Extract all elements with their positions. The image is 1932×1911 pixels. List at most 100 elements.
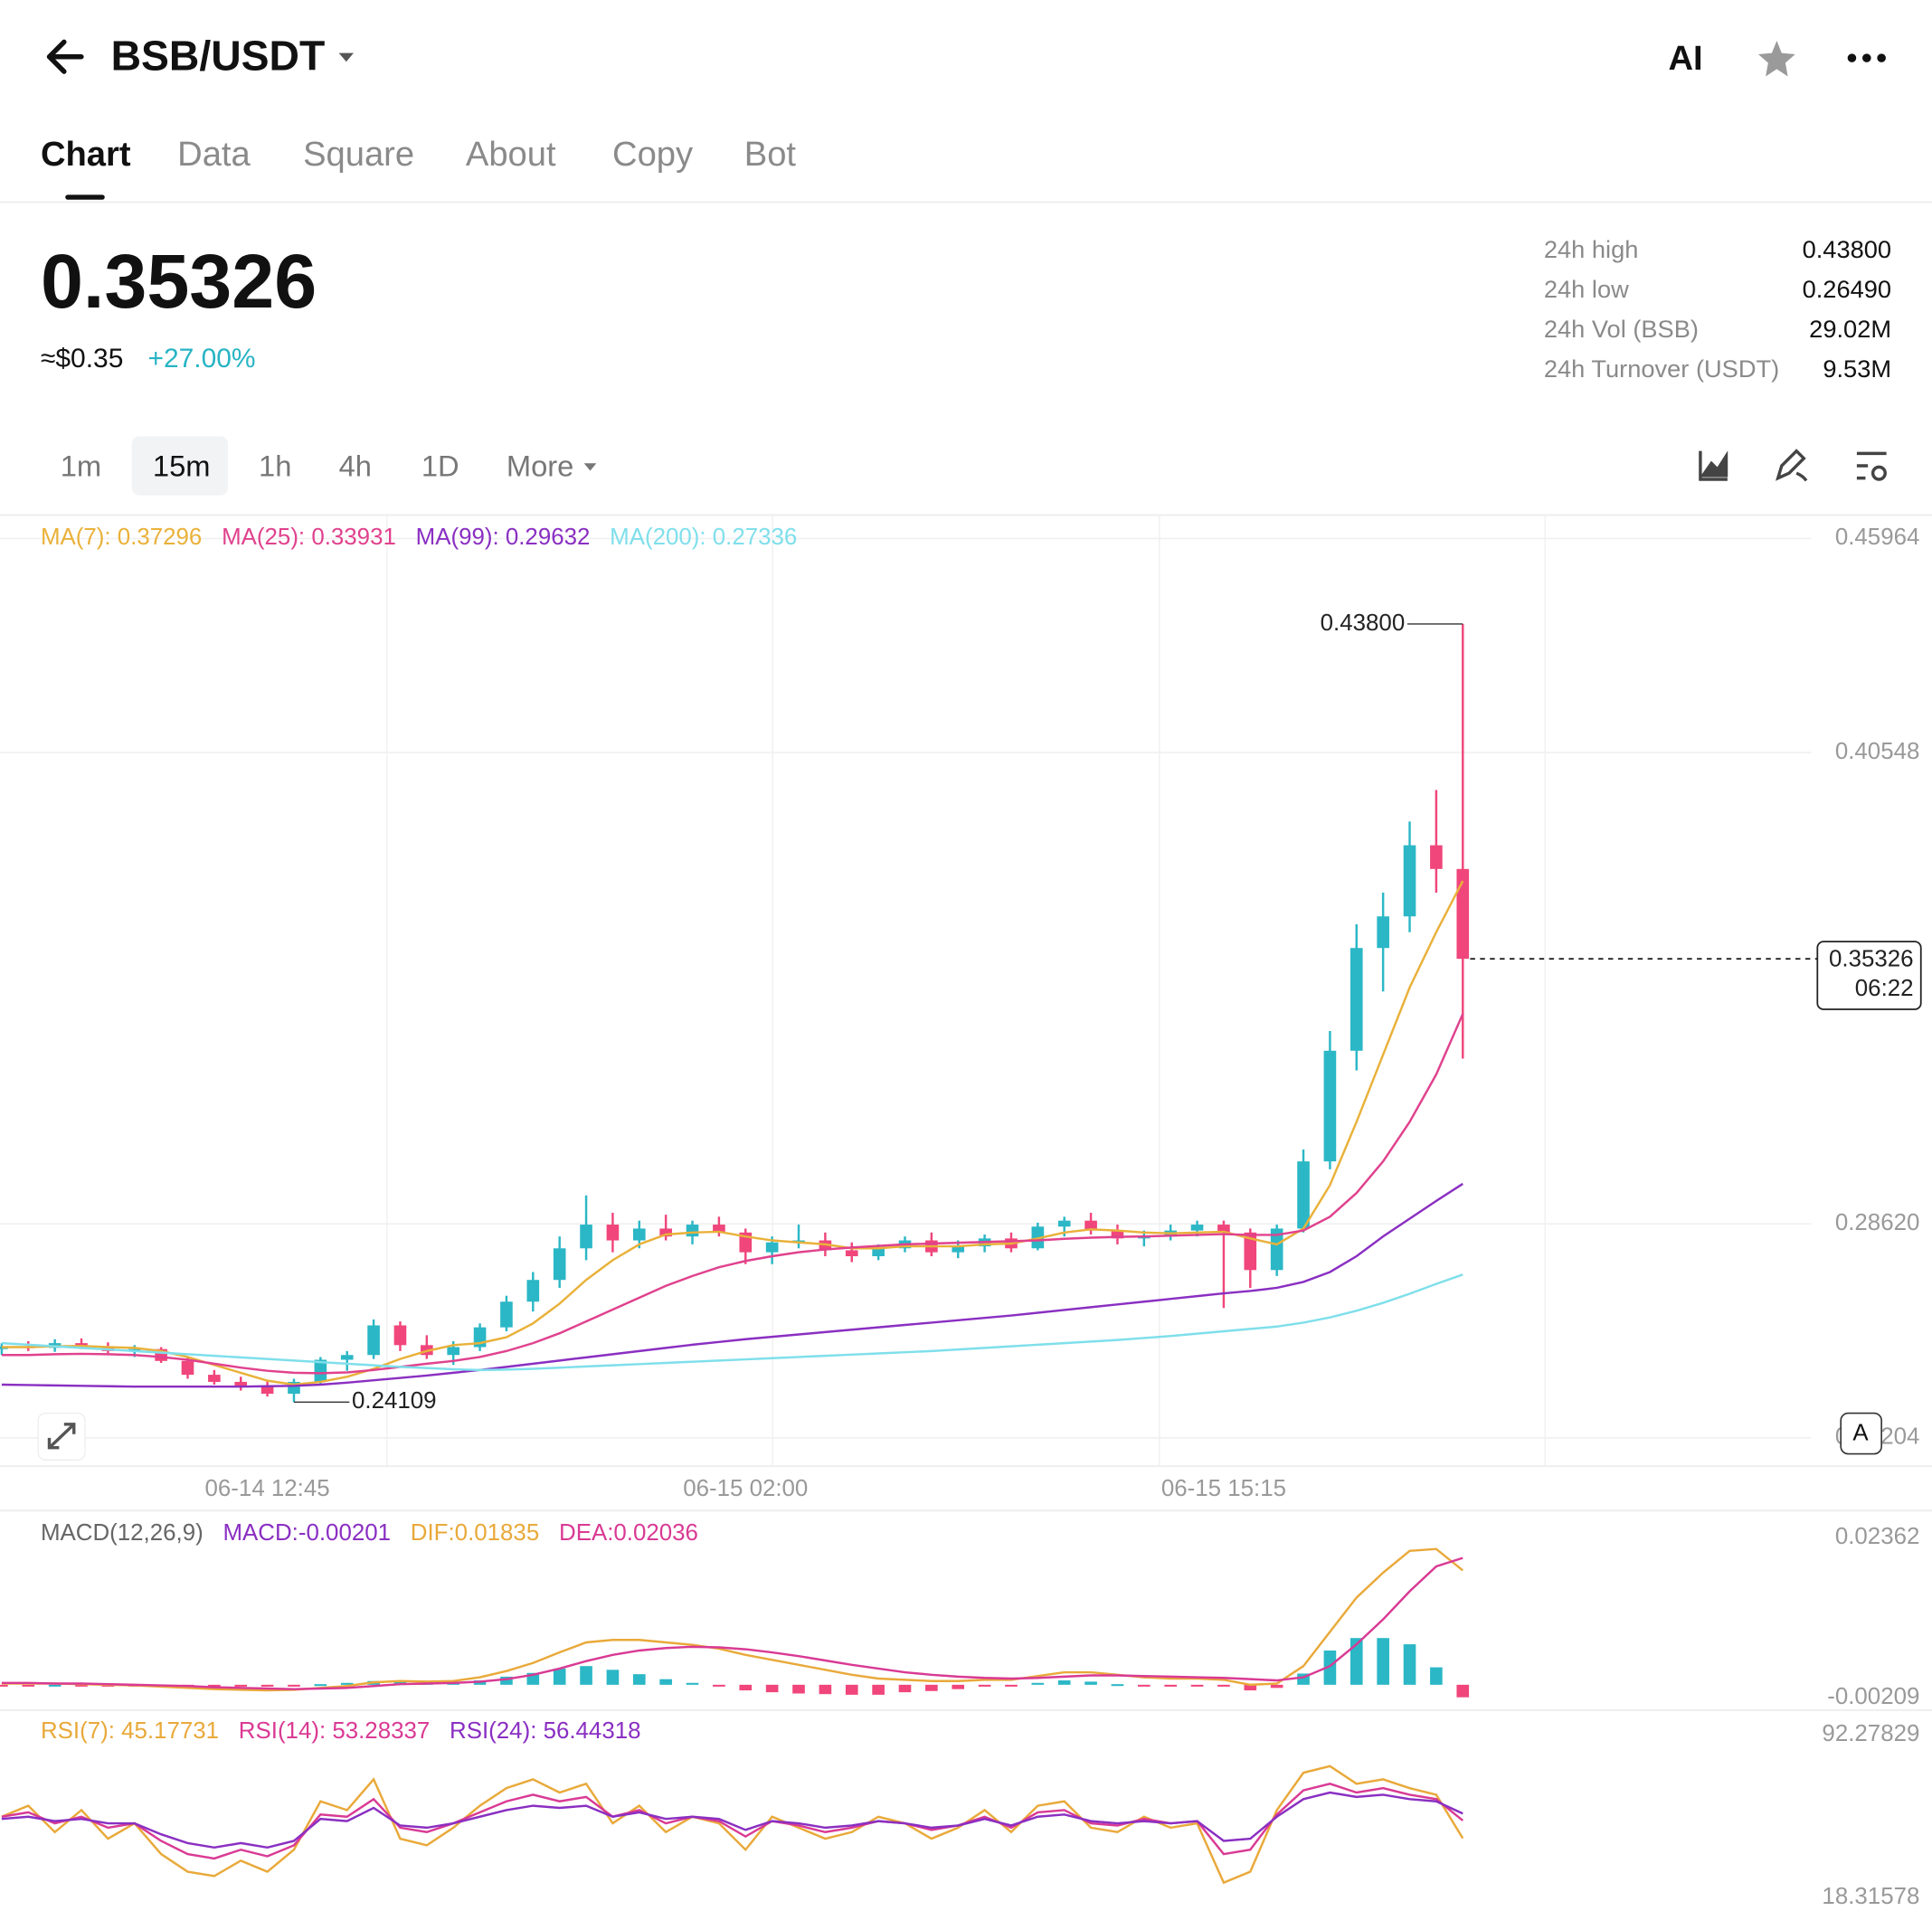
interval[interactable]: More <box>507 449 573 482</box>
histogram-bar <box>606 1670 620 1685</box>
candle-body <box>1244 1232 1257 1271</box>
candle-body <box>580 1225 592 1249</box>
histogram-bar <box>314 1684 327 1687</box>
candle-body <box>952 1246 965 1253</box>
candle-body <box>340 1355 354 1360</box>
indicator-title: MACD(12,26,9) <box>41 1520 204 1546</box>
histogram-bar <box>819 1684 832 1695</box>
candle-body <box>500 1301 513 1328</box>
candle-body <box>553 1248 566 1281</box>
candle-body <box>1323 1050 1337 1162</box>
candle-body <box>1297 1161 1310 1229</box>
histogram-bar <box>1323 1650 1337 1685</box>
auto-scale-button[interactable]: A <box>1840 1412 1882 1455</box>
histogram-bar <box>234 1684 248 1687</box>
pair-title[interactable]: BSB/USDT <box>111 33 326 80</box>
tab[interactable]: Square <box>303 135 414 174</box>
usd-price: ≈$0.35 <box>41 344 123 374</box>
low-label: 0.24109 <box>352 1388 437 1414</box>
histogram-bar <box>1430 1667 1443 1685</box>
more-button[interactable] <box>1847 53 1886 62</box>
series-line <box>1 1783 1464 1860</box>
series-line <box>1 1182 1463 1388</box>
indicator-button[interactable] <box>1699 450 1728 481</box>
candle-body <box>686 1225 699 1237</box>
histogram-bar <box>659 1679 672 1685</box>
interval[interactable]: 4h <box>339 449 372 482</box>
stat-value: 9.53M <box>1823 355 1891 383</box>
legend-entry: MA(25): 0.33931 <box>222 525 396 550</box>
y-tick-label: 0.28620 <box>1835 1210 1920 1235</box>
chart-panel: 0.02362 -0.00209 MACD(12,26,9) MACD:-0.0020… <box>0 1520 1919 1709</box>
favorite-button[interactable] <box>1757 41 1795 77</box>
last-price: 0.35326 <box>41 239 317 324</box>
candle-body <box>1057 1220 1071 1227</box>
candle-body <box>208 1375 221 1382</box>
candle-body <box>1111 1230 1124 1239</box>
candle-body <box>234 1381 248 1387</box>
stat-value: 0.43800 <box>1803 235 1891 263</box>
histogram-bar <box>1456 1684 1470 1698</box>
stat-value: 29.02M <box>1809 315 1891 343</box>
candle-body <box>1456 868 1470 960</box>
candle-body <box>1403 845 1416 917</box>
histogram-bar <box>75 1684 88 1687</box>
tab-indicator <box>65 194 105 200</box>
histogram-bar <box>1244 1684 1257 1691</box>
high-label: 0.43800 <box>1321 610 1406 636</box>
candle-body <box>393 1325 407 1346</box>
tab[interactable]: About <box>466 135 556 174</box>
tab[interactable]: Copy <box>612 135 693 174</box>
series-line <box>1 1273 1463 1372</box>
candle-body <box>1430 845 1443 869</box>
histogram-bar <box>500 1676 513 1685</box>
last-price-label: 0.35326 <box>1829 946 1914 971</box>
candle-body <box>765 1242 779 1253</box>
candle-body <box>526 1280 540 1302</box>
histogram-bar <box>553 1668 566 1685</box>
draw-button[interactable] <box>1776 449 1808 482</box>
x-tick-label: 06-14 12:45 <box>205 1476 330 1501</box>
fullscreen-button[interactable] <box>37 1412 86 1462</box>
stat-label: 24h low <box>1544 275 1629 303</box>
tab[interactable]: Bot <box>744 135 797 174</box>
candle-body <box>1377 916 1389 949</box>
time-grid <box>385 515 1547 1467</box>
ai-button[interactable]: AI <box>1668 39 1702 78</box>
y-tick-label: 18.31578 <box>1822 1884 1919 1909</box>
histogram-bar <box>288 1684 300 1687</box>
back-button[interactable] <box>46 39 84 74</box>
legend-entry: MACD:-0.00201 <box>223 1520 391 1546</box>
histogram-bar <box>1138 1684 1151 1687</box>
interval[interactable]: 1D <box>421 449 459 482</box>
interval[interactable]: 1h <box>259 449 291 482</box>
countdown-label: 06:22 <box>1855 976 1914 1001</box>
y-tick-label: 92.27829 <box>1822 1721 1919 1746</box>
more-dropdown[interactable] <box>583 463 597 471</box>
settings-button[interactable] <box>1856 451 1887 481</box>
histogram-bar <box>1270 1684 1283 1689</box>
candle-body <box>181 1360 194 1376</box>
tab[interactable]: Chart <box>41 135 131 174</box>
x-tick-label: 06-15 15:15 <box>1161 1476 1286 1501</box>
histogram-bar <box>1084 1681 1097 1685</box>
stats: 24h high 0.43800 24h low 0.26490 24h Vol (BS… <box>1544 235 1891 383</box>
tab[interactable]: Data <box>177 135 251 174</box>
candle-body <box>606 1225 620 1241</box>
histogram-bar <box>340 1682 354 1685</box>
candle-body <box>632 1228 646 1241</box>
interval[interactable]: 15m <box>153 449 211 482</box>
y-tick-label: 0.45964 <box>1835 525 1920 550</box>
y-tick-label: 0.02362 <box>1835 1524 1920 1549</box>
candle-body <box>260 1386 274 1395</box>
y-tick-label: 0.40548 <box>1835 739 1920 764</box>
interval[interactable]: 1m <box>61 449 101 482</box>
pair-dropdown[interactable] <box>338 52 354 62</box>
histogram-bar <box>1031 1682 1045 1685</box>
stat-label: 24h Turnover (USDT) <box>1544 355 1779 383</box>
auto-scale-label[interactable]: A <box>1852 1421 1869 1446</box>
candle-body <box>367 1325 380 1356</box>
